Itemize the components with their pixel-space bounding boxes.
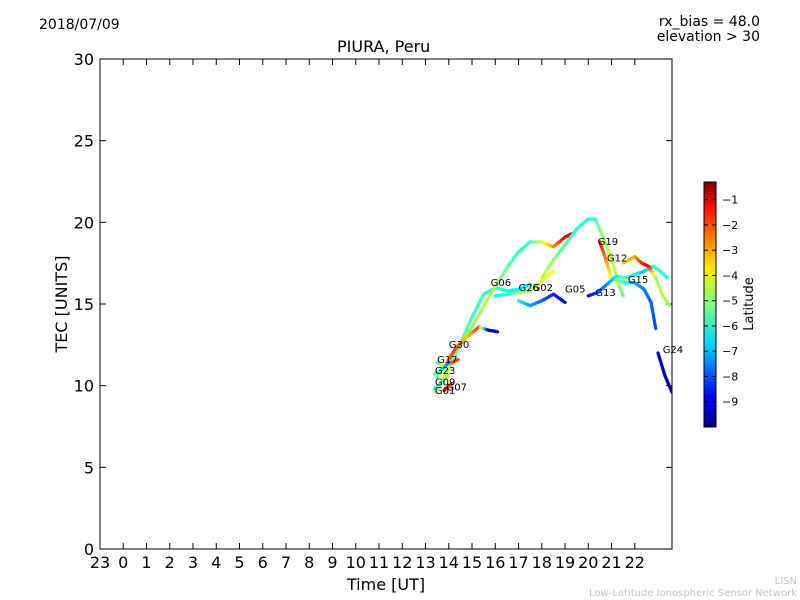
series-segment [561,299,567,304]
colorbar-gradient [703,181,717,428]
rx-bias-label: rx_bias = 48.0 [658,14,760,30]
series-segment [549,269,556,275]
series-g01 [433,385,442,394]
x-tick-label: 9 [327,553,337,572]
series-segment [669,387,672,394]
elevation-label: elevation > 30 [656,29,760,45]
series-g26 [493,269,556,298]
colorbar-tick-label: −4 [722,269,738,282]
colorbar-tick-label: −6 [722,320,738,333]
y-tick-label: 15 [74,295,94,314]
x-tick-label: 23 [90,553,110,572]
series-layer [433,217,672,394]
x-tick-label: 20 [578,553,598,572]
colorbar-label: Latitude [742,277,757,331]
series-g05 [516,292,567,308]
y-tick-label: 30 [74,50,94,69]
y-tick-label: 20 [74,213,94,232]
satellite-label-g02: G02 [532,283,552,294]
colorbar-tick-label: −9 [722,396,738,409]
x-axis: 23 0 1 2 3 4 5 6 7 8 9 10 11 12 13 14 15 16 17 18 19 20 21 22 [90,59,645,572]
x-tick-label: 10 [346,553,366,572]
satellite-label-g24: G24 [663,345,683,356]
colorbar-tick-label: −2 [722,219,738,232]
x-tick-label: 11 [369,553,389,572]
footer-lisn: LISN [774,576,797,587]
series-g06 [435,282,532,391]
satellite-label-g12: G12 [607,254,627,265]
satellite-label-g30: G30 [449,340,469,351]
satellite-label-g05: G05 [565,285,585,296]
series-g09 [433,374,451,391]
x-axis-label: Time [UT] [346,575,425,594]
x-tick-label: 12 [392,553,412,572]
x-tick-label: 21 [601,553,621,572]
series-segment [437,385,442,390]
series-segment [666,302,672,308]
series-g15 [621,255,672,308]
colorbar-ticks: −9 −8 −7 −6 −5 −4 −3 −2 −1 [704,194,738,409]
y-tick-label: 5 [84,458,94,477]
colorbar-tick-label: −5 [722,295,738,308]
satellite-label-g15: G15 [628,275,648,286]
series-g24 [656,351,672,394]
x-tick-label: 6 [258,553,268,572]
series-g23 [433,361,451,376]
series-segment [448,382,453,387]
series-segment [446,374,451,379]
satellite-label-g07: G07 [446,383,466,394]
series-segment [620,292,625,298]
x-tick-label: 8 [304,553,314,572]
satellite-label-g23: G23 [435,366,455,377]
satellite-label-g26: G26 [519,283,539,294]
x-tick-label: 15 [462,553,482,572]
x-tick-label: 4 [211,553,221,572]
x-tick-label: 19 [555,553,575,572]
x-tick-label: 5 [234,553,244,572]
series-g12 [598,240,658,331]
series-segment [653,322,658,331]
x-tick-label: 3 [188,553,198,572]
x-tick-label: 16 [485,553,505,572]
date-label: 2018/07/09 [39,17,120,33]
satellite-label-g19: G19 [598,237,618,248]
colorbar-tick-label: −3 [722,244,738,257]
satellite-label-g09: G09 [435,378,455,389]
series-segment [526,282,532,287]
y-tick-label: 25 [74,132,94,151]
satellite-label-g17: G17 [437,355,457,366]
satellite-label-g06: G06 [491,278,511,289]
y-tick-label: 0 [84,540,94,559]
y-axis: 0 5 10 15 20 25 30 [74,50,672,559]
colorbar-tick-label: −8 [722,370,738,383]
series-segment [455,357,460,362]
series-segment [446,361,451,366]
colorbar-tick-label: −7 [722,345,738,358]
series-g13 [586,264,669,298]
x-tick-label: 14 [439,553,459,572]
series-segment [664,275,669,280]
x-tick-label: 13 [415,553,435,572]
y-axis-label: TEC [UNITS] [52,256,71,354]
x-tick-label: 2 [165,553,175,572]
satellite-label-g01: G01 [435,386,455,397]
x-tick-label: 22 [625,553,645,572]
colorbar: −9 −8 −7 −6 −5 −4 −3 −2 −1 Latitude [703,181,757,428]
x-tick-label: 17 [508,553,528,572]
x-tick-label: 7 [281,553,291,572]
x-tick-label: 1 [141,553,151,572]
footer-network: Low-Latitude Ionospheric Sensor Network [589,588,797,599]
plot-area [99,58,673,550]
chart-title: PIURA, Peru [337,37,431,56]
series-g07 [442,382,453,393]
x-tick-label: 0 [118,553,128,572]
x-tick-label: 18 [532,553,552,572]
y-tick-label: 10 [74,377,94,396]
colorbar-tick-label: −1 [722,194,738,207]
satellite-label-g13: G13 [595,288,615,299]
